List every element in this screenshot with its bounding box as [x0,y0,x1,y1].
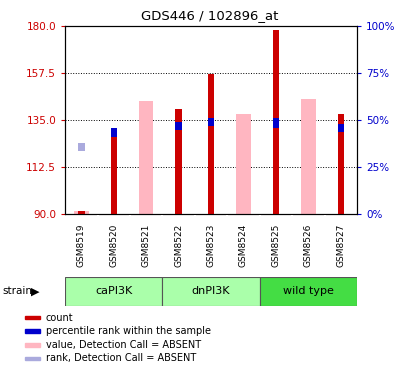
Bar [78,143,84,151]
Text: wild type: wild type [283,286,334,296]
Text: GSM8521: GSM8521 [142,224,151,267]
Bar [260,277,357,306]
Bar [25,316,40,320]
Bar [25,329,40,333]
Bar [338,124,344,132]
Text: GSM8522: GSM8522 [174,224,183,267]
Bar [163,277,260,306]
Bar [208,74,214,214]
Bar [110,128,117,137]
Text: strain: strain [2,286,32,296]
Bar [139,101,153,214]
Text: GSM8524: GSM8524 [239,224,248,267]
Bar [301,99,316,214]
Bar [338,113,344,214]
Bar [25,343,40,347]
Bar [74,211,89,214]
Bar [208,118,214,126]
Text: GSM8519: GSM8519 [77,224,86,267]
Text: value, Detection Call = ABSENT: value, Detection Call = ABSENT [46,340,201,350]
Text: percentile rank within the sample: percentile rank within the sample [46,326,211,336]
Bar [176,109,182,214]
Text: caPI3K: caPI3K [95,286,132,296]
Text: GSM8523: GSM8523 [207,224,215,267]
Bar [273,30,279,214]
Text: GSM8520: GSM8520 [109,224,118,267]
Text: GSM8527: GSM8527 [336,224,345,267]
Bar [78,211,84,214]
Bar [273,118,279,128]
Bar [25,356,40,361]
Bar [176,122,182,130]
Text: ▶: ▶ [31,286,39,296]
Text: GSM8526: GSM8526 [304,224,313,267]
Text: count: count [46,313,74,323]
Text: GSM8525: GSM8525 [271,224,281,267]
Bar [110,135,117,214]
Text: GDS446 / 102896_at: GDS446 / 102896_at [141,9,279,22]
Text: rank, Detection Call = ABSENT: rank, Detection Call = ABSENT [46,354,196,363]
Text: dnPI3K: dnPI3K [192,286,230,296]
Bar [236,113,251,214]
Bar [65,277,163,306]
